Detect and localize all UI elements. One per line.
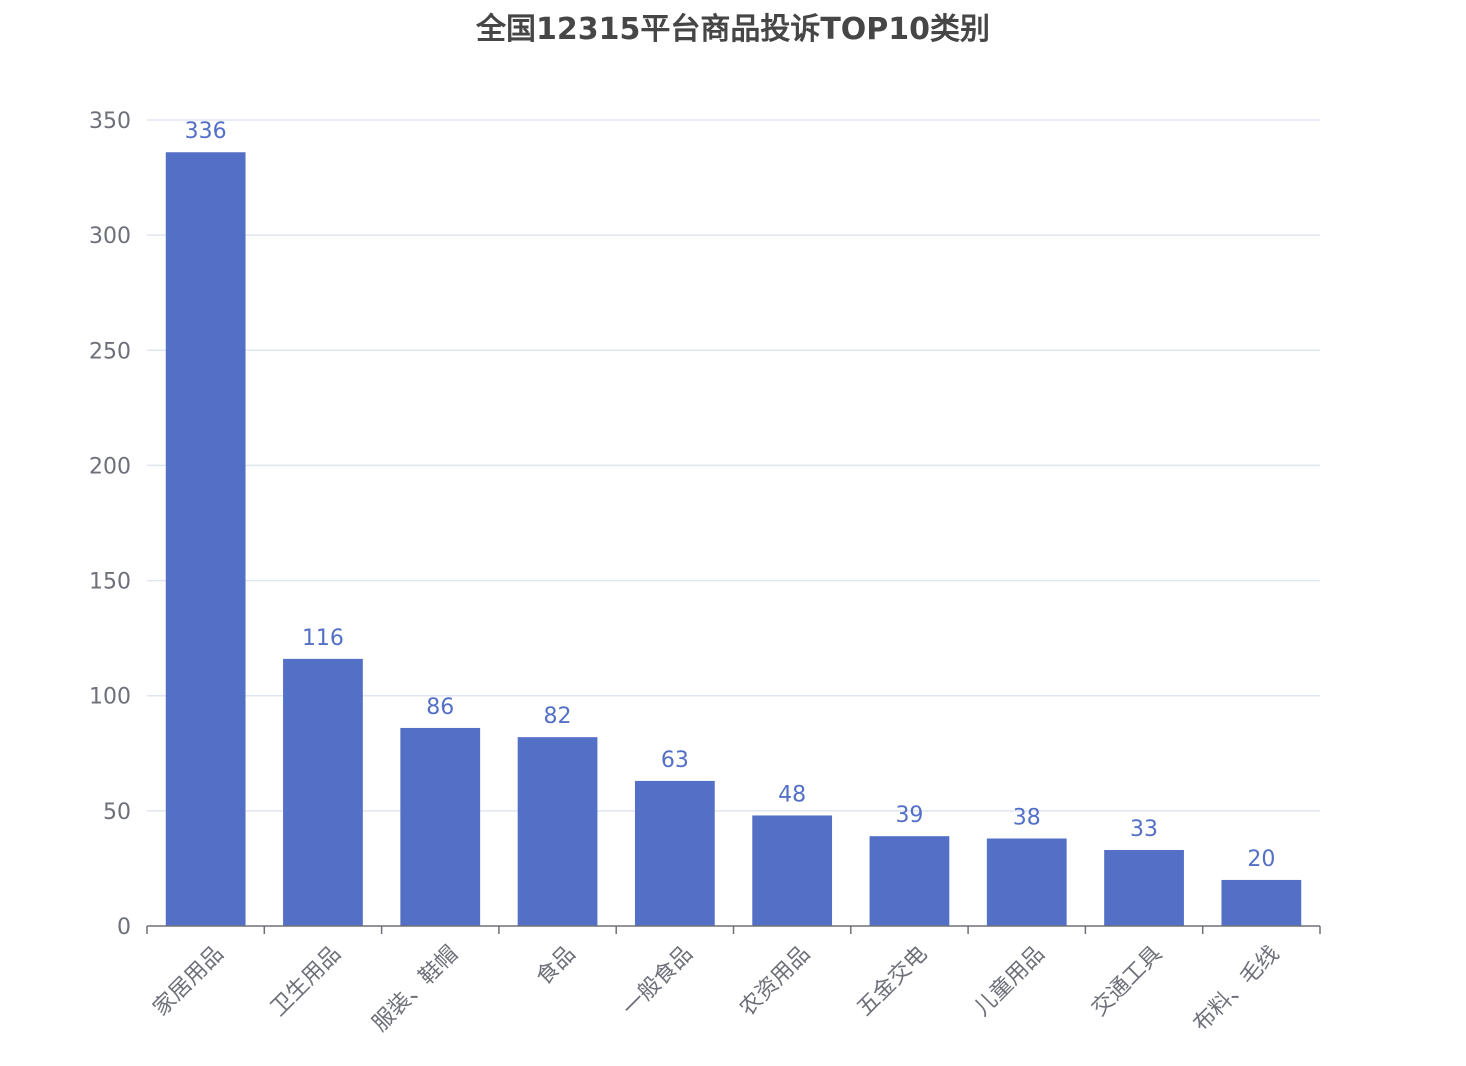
x-tick-label: 一般食品 [618, 941, 698, 1021]
axes [146, 925, 1321, 934]
bar [1221, 879, 1302, 926]
x-tick-label: 布料、毛线 [1189, 941, 1284, 1036]
bar [634, 780, 715, 926]
data-label: 39 [895, 803, 923, 828]
bar [1104, 850, 1184, 926]
y-tick-label: 200 [89, 454, 131, 479]
data-label: 82 [544, 704, 572, 729]
chart-title: 全国12315平台商品投诉TOP10类别 [475, 12, 991, 47]
bar [869, 836, 950, 926]
bar [517, 737, 598, 926]
y-tick-label: 350 [89, 109, 131, 134]
x-tick-label: 服装、鞋帽 [368, 941, 463, 1036]
x-tick-label: 五金交电 [853, 941, 933, 1021]
bars [165, 152, 1302, 927]
data-label: 33 [1130, 817, 1158, 842]
y-tick-label: 0 [117, 915, 131, 940]
x-tick-label: 交通工具 [1087, 941, 1167, 1021]
data-label: 86 [426, 695, 454, 720]
x-tick-label: 家居用品 [149, 941, 229, 1021]
data-label: 116 [302, 626, 344, 651]
data-label: 336 [185, 119, 227, 144]
x-tick-label: 食品 [532, 941, 581, 990]
y-tick-label: 250 [89, 339, 131, 364]
y-tick-label: 100 [89, 685, 131, 710]
y-tick-label: 300 [89, 224, 131, 249]
bar [283, 658, 363, 926]
y-tick-label: 150 [89, 570, 131, 595]
x-tick-label: 农资用品 [735, 941, 815, 1021]
bar [400, 727, 481, 926]
bar [752, 815, 833, 926]
data-label: 63 [661, 748, 689, 773]
bar [165, 152, 246, 927]
bar [986, 838, 1067, 926]
data-label: 48 [778, 782, 806, 807]
x-tick-label: 儿童用品 [970, 941, 1050, 1021]
y-tick-label: 50 [103, 800, 131, 825]
data-label: 38 [1013, 805, 1041, 830]
x-tick-label: 卫生用品 [266, 941, 346, 1021]
data-label: 20 [1247, 847, 1275, 872]
